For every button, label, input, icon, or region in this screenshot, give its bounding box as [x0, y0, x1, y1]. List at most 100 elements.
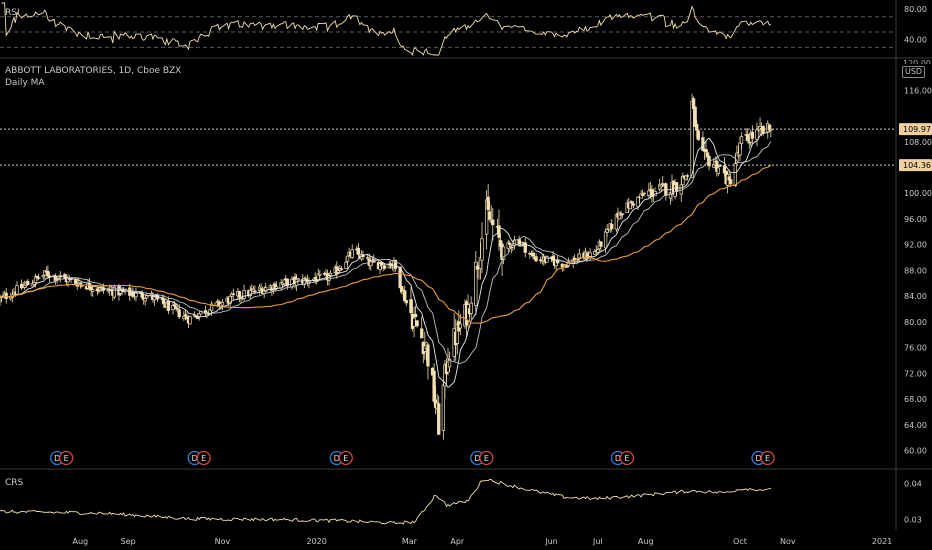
candle-body: [486, 196, 490, 210]
candle-body: [588, 252, 592, 257]
candle-body: [642, 192, 646, 195]
candle-body: [475, 266, 480, 270]
candle-body: [69, 278, 73, 281]
currency-badge[interactable]: USD: [902, 66, 926, 78]
time-axis-label: 2020: [307, 537, 327, 546]
candle-body: [264, 287, 268, 292]
candle-body: [690, 100, 694, 178]
time-axis[interactable]: Aug Sep Nov 2020 Mar Apr Jun Jul Aug Oct Nov 2021: [73, 537, 893, 546]
time-axis-label: Nov: [780, 537, 796, 546]
candle-body: [162, 298, 166, 305]
candle-body: [242, 289, 246, 299]
candle-body: [112, 286, 116, 298]
candle-body: [718, 165, 722, 167]
candle-body: [631, 203, 636, 206]
candle-body: [729, 179, 733, 185]
candle-body: [57, 277, 61, 280]
candle-body: [491, 219, 495, 226]
time-axis-label: Aug: [638, 537, 654, 546]
candle-body: [739, 136, 744, 144]
candle-body: [78, 282, 82, 285]
time-axis-label: Apr: [450, 537, 465, 546]
candle-body: [216, 300, 220, 303]
candle-body: [441, 384, 446, 431]
candle-body: [630, 201, 634, 204]
price-tag-last: [899, 123, 932, 136]
candle-body: [577, 253, 581, 259]
price-pane[interactable]: 116.00 108.00 100.00 96.00 92.00 88.00 84.00 80…: [0, 86, 932, 466]
rsi-pane[interactable]: 80.00 40.00: [0, 2, 927, 57]
price-tag-ma: [899, 159, 932, 172]
event-badge-letter: D: [334, 454, 340, 463]
candle-body: [285, 278, 289, 287]
candle-body: [716, 167, 720, 174]
rsi-tick-label: 80.00: [904, 5, 927, 14]
earnings-marker-icon[interactable]: [338, 450, 353, 466]
candle-body: [523, 242, 527, 253]
price-tick-label: 80.00: [904, 318, 927, 327]
candle-body: [296, 278, 300, 281]
candle-body: [304, 278, 308, 280]
price-tick-label: 76.00: [904, 344, 927, 353]
event-badge-letter: E: [765, 454, 770, 463]
candle-body: [610, 223, 614, 230]
candle-body: [74, 279, 78, 284]
price-tick-label: 88.00: [904, 266, 927, 275]
event-badge-letter: D: [192, 454, 198, 463]
candle-body: [603, 231, 608, 249]
crs-pane-title: CRS: [5, 478, 24, 488]
candle-body: [97, 290, 101, 292]
candle-body: [318, 273, 322, 276]
candle-body: [220, 302, 225, 306]
time-axis-label: 2021: [872, 537, 892, 546]
candle-body: [420, 328, 424, 339]
candle-body: [545, 256, 549, 263]
candle-body: [403, 290, 407, 302]
candle-body: [143, 298, 147, 302]
candle-body: [344, 262, 348, 269]
candle-body: [350, 249, 354, 258]
candle-body: [596, 249, 600, 253]
candle-body: [345, 255, 350, 262]
earnings-marker-icon[interactable]: [59, 450, 74, 466]
time-axis-label: Oct: [733, 537, 747, 546]
candle-body: [469, 302, 473, 314]
crs-pane[interactable]: 0.04 0.03: [0, 479, 922, 525]
candle-body: [733, 163, 737, 186]
price-tick-label: 84.00: [904, 292, 927, 301]
rsi-pane-title: RSI: [5, 8, 20, 18]
earnings-marker-icon[interactable]: [619, 450, 635, 466]
ma-slow-line: [0, 164, 772, 324]
candle-body: [409, 299, 413, 314]
crs-tick-label: 0.04: [904, 480, 922, 489]
price-tick-label: 64.00: [904, 421, 927, 430]
candle-body: [636, 196, 640, 207]
candle-body: [366, 257, 370, 259]
event-badge-letter: D: [54, 454, 60, 463]
event-badge-letter: E: [201, 454, 206, 463]
rsi-line: [1, 2, 771, 57]
event-badge-letter: D: [474, 454, 480, 463]
candle-body: [447, 358, 452, 368]
candle-body: [383, 265, 387, 269]
candle-body: [176, 308, 180, 310]
candle-body: [696, 130, 700, 140]
candle-body: [177, 309, 181, 318]
price-tick-label: 68.00: [904, 395, 927, 404]
candle-body: [674, 182, 679, 192]
price-tag-label: 109.97: [903, 125, 931, 134]
event-badge-letter: E: [484, 454, 489, 463]
candle-body: [253, 290, 257, 292]
event-badge-letter: E: [343, 454, 348, 463]
event-badge-letter: D: [755, 454, 761, 463]
candle-body: [134, 292, 138, 298]
earnings-marker-icon[interactable]: [196, 450, 211, 466]
candle-body: [188, 316, 192, 325]
candle-body: [508, 242, 512, 246]
candle-body: [599, 241, 603, 247]
candle-body: [620, 213, 625, 216]
earnings-marker-icon[interactable]: [479, 450, 494, 466]
rsi-tick-label: 40.00: [904, 36, 927, 45]
earnings-marker-icon[interactable]: [760, 450, 775, 466]
